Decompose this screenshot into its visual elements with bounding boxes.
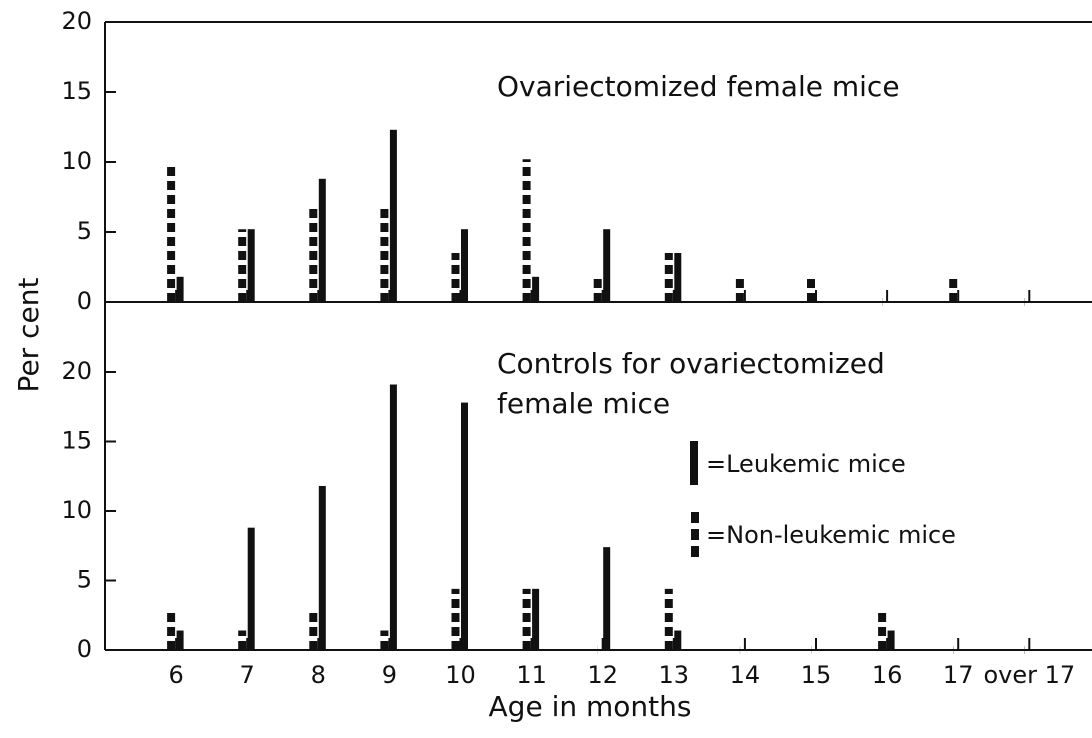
bar xyxy=(461,229,468,302)
legend-label: =Non-leukemic mice xyxy=(706,521,956,549)
x-tick-label: over 17 xyxy=(983,661,1075,689)
bar xyxy=(461,402,468,650)
bar xyxy=(318,178,326,302)
y-tick-label: 0 xyxy=(77,635,92,663)
bar xyxy=(389,129,397,302)
legend-symbol xyxy=(690,441,698,485)
bar xyxy=(674,253,682,302)
y-tick-label: 20 xyxy=(61,7,92,35)
x-tick-label: 9 xyxy=(382,661,397,689)
bar xyxy=(603,547,611,650)
y-tick-label: 10 xyxy=(61,496,92,524)
x-tick-label: 15 xyxy=(801,661,832,689)
x-tick-label: 12 xyxy=(587,661,618,689)
y-tick-label: 15 xyxy=(61,77,92,105)
y-tick-label: 15 xyxy=(61,427,92,455)
legend-label: =Leukemic mice xyxy=(706,450,906,478)
bar xyxy=(389,384,397,650)
x-axis-label: Age in months xyxy=(489,690,692,723)
bar xyxy=(603,229,611,302)
y-tick-label: 5 xyxy=(77,217,92,245)
bar xyxy=(674,630,682,650)
x-tick-label: 8 xyxy=(311,661,326,689)
x-tick-label: 6 xyxy=(168,661,183,689)
bar xyxy=(887,630,895,650)
y-tick-label: 10 xyxy=(61,147,92,175)
bar xyxy=(247,229,255,302)
x-tick-label: 14 xyxy=(730,661,761,689)
x-tick-label: 10 xyxy=(445,661,476,689)
bar xyxy=(532,588,540,650)
x-tick-label: 17 xyxy=(943,661,974,689)
x-tick-label: 13 xyxy=(659,661,690,689)
bar xyxy=(176,276,184,302)
panel-title: Ovariectomized female mice xyxy=(497,70,900,103)
bar xyxy=(318,485,326,650)
x-tick-label: 11 xyxy=(516,661,547,689)
x-tick-label: 16 xyxy=(872,661,903,689)
bar xyxy=(247,527,255,650)
bar xyxy=(532,276,540,302)
y-tick-label: 20 xyxy=(61,357,92,385)
panel-title: female mice xyxy=(497,387,670,420)
bar xyxy=(176,630,184,650)
y-tick-label: 0 xyxy=(77,287,92,315)
y-axis-label: Per cent xyxy=(12,278,45,393)
panel-title: Controls for ovariectomized xyxy=(497,347,885,380)
y-tick-label: 5 xyxy=(77,566,92,594)
x-tick-label: 7 xyxy=(240,661,255,689)
